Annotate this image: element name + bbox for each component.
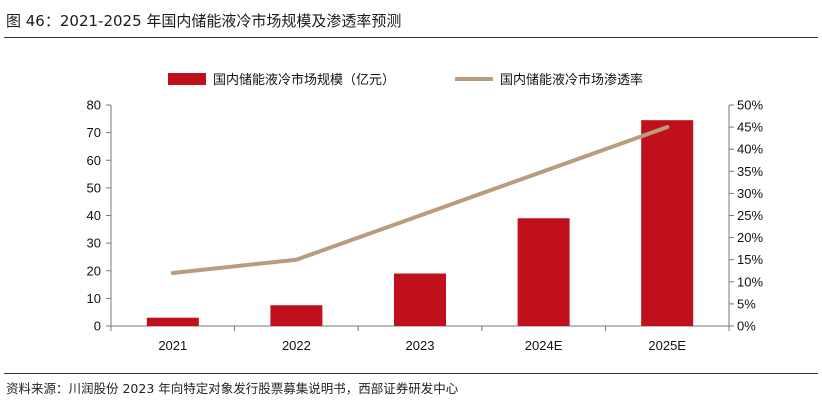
y-left-tick-label: 50	[87, 180, 101, 195]
y-right-tick-label: 35%	[737, 164, 763, 179]
y-right-tick-label: 20%	[737, 230, 763, 245]
y-left-tick-label: 10	[87, 291, 101, 306]
y-left-axis-ticks: 0 10 20 30 40 50 60 70 80	[87, 98, 111, 334]
market-size-bar	[146, 317, 199, 326]
x-tick-label: 2024E	[525, 338, 563, 353]
market-size-bar	[270, 305, 323, 326]
market-size-bar	[517, 218, 570, 326]
y-left-tick-label: 70	[87, 125, 101, 140]
y-right-tick-label: 45%	[737, 120, 763, 135]
penetration-line-series	[170, 125, 670, 275]
bottom-rule	[4, 373, 818, 374]
figure-title: 图 46：2021-2025 年国内储能液冷市场规模及渗透率预测	[6, 12, 402, 30]
y-left-tick-label: 80	[87, 98, 101, 113]
x-tick-label: 2021	[158, 338, 187, 353]
source-note: 资料来源：川润股份 2023 年向特定对象发行股票募集说明书，西部证券研发中心	[6, 381, 459, 396]
chart: 国内储能液冷市场规模（亿元） 国内储能液冷市场渗透率 2021 2022 2023 2…	[87, 72, 764, 353]
legend-bar-label: 国内储能液冷市场规模（亿元）	[213, 72, 395, 88]
y-left-tick-label: 0	[94, 319, 101, 334]
y-right-tick-label: 10%	[737, 274, 763, 289]
x-axis-ticks: 2021 2022 2023 2024E 2025E	[110, 326, 730, 353]
legend-bar-swatch	[168, 73, 206, 85]
y-right-tick-label: 5%	[737, 296, 756, 311]
x-tick-label: 2022	[282, 338, 311, 353]
y-right-tick-label: 15%	[737, 252, 763, 267]
y-right-axis-ticks: 0% 5% 10% 15% 20% 25% 30% 35% 40% 45% 50%	[729, 98, 763, 334]
top-rule	[4, 37, 818, 38]
y-left-tick-label: 60	[87, 153, 101, 168]
y-left-tick-label: 40	[87, 208, 101, 223]
y-left-tick-label: 20	[87, 263, 101, 278]
x-tick-label: 2023	[406, 338, 435, 353]
y-right-tick-label: 30%	[737, 186, 763, 201]
bars	[146, 120, 694, 326]
chart-legend: 国内储能液冷市场规模（亿元） 国内储能液冷市场渗透率	[168, 72, 643, 88]
market-size-bar	[641, 120, 694, 326]
penetration-line	[170, 125, 670, 275]
market-size-bar	[394, 273, 446, 326]
legend-line-label: 国内储能液冷市场渗透率	[500, 72, 643, 88]
y-right-tick-label: 25%	[737, 208, 763, 223]
y-left-tick-label: 30	[87, 236, 101, 251]
y-right-tick-label: 0%	[737, 319, 756, 334]
y-right-tick-label: 50%	[737, 98, 763, 113]
x-tick-label: 2025E	[648, 338, 686, 353]
y-right-tick-label: 40%	[737, 142, 763, 157]
